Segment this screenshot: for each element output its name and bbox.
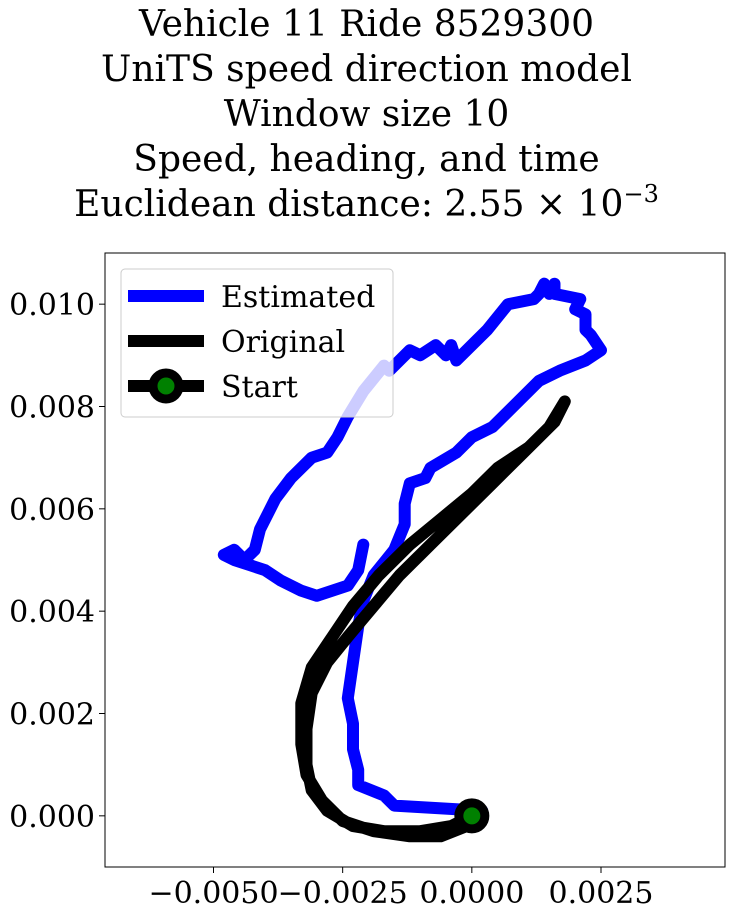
y-tick-label: 0.006 bbox=[9, 493, 95, 528]
title-metric-exponent: −3 bbox=[623, 180, 659, 208]
title-line-4: Speed, heading, and time bbox=[133, 139, 600, 180]
legend: Estimated Original Start bbox=[120, 268, 394, 418]
x-tick-label: −0.0050 bbox=[148, 876, 278, 911]
legend-label-original: Original bbox=[221, 325, 345, 360]
legend-start-marker bbox=[148, 368, 184, 404]
x-tick-label: 0.0000 bbox=[419, 876, 524, 911]
title-line-2: UniTS speed direction model bbox=[101, 49, 632, 90]
legend-label-start: Start bbox=[221, 370, 298, 405]
title-line-1: Vehicle 11 Ride 8529300 bbox=[138, 4, 595, 45]
y-tick-label: 0.008 bbox=[9, 391, 95, 426]
series-line-original bbox=[295, 395, 571, 843]
title-line-3: Window size 10 bbox=[223, 94, 510, 135]
y-tick-label: 0.000 bbox=[9, 800, 95, 835]
start-marker bbox=[454, 798, 490, 834]
legend-label-estimated: Estimated bbox=[221, 280, 375, 315]
title-metric-text: Euclidean distance: 2.55 × 10 bbox=[74, 184, 624, 225]
title-line-5: Euclidean distance: 2.55 × 10−3 bbox=[0, 182, 733, 227]
chart-title: Vehicle 11 Ride 8529300 UniTS speed dire… bbox=[0, 0, 733, 227]
plot-frame bbox=[104, 252, 726, 868]
x-tick-label: −0.0025 bbox=[278, 876, 408, 911]
y-tick-label: 0.010 bbox=[9, 288, 95, 323]
series-layer bbox=[217, 277, 607, 843]
y-tick-label: 0.002 bbox=[9, 698, 95, 733]
y-tick-label: 0.004 bbox=[9, 595, 95, 630]
x-tick-label: 0.0025 bbox=[549, 876, 654, 911]
axis-layer: −0.0050 −0.0025 0.0000 0.0025 0.000 0.002 0.00… bbox=[9, 288, 653, 911]
